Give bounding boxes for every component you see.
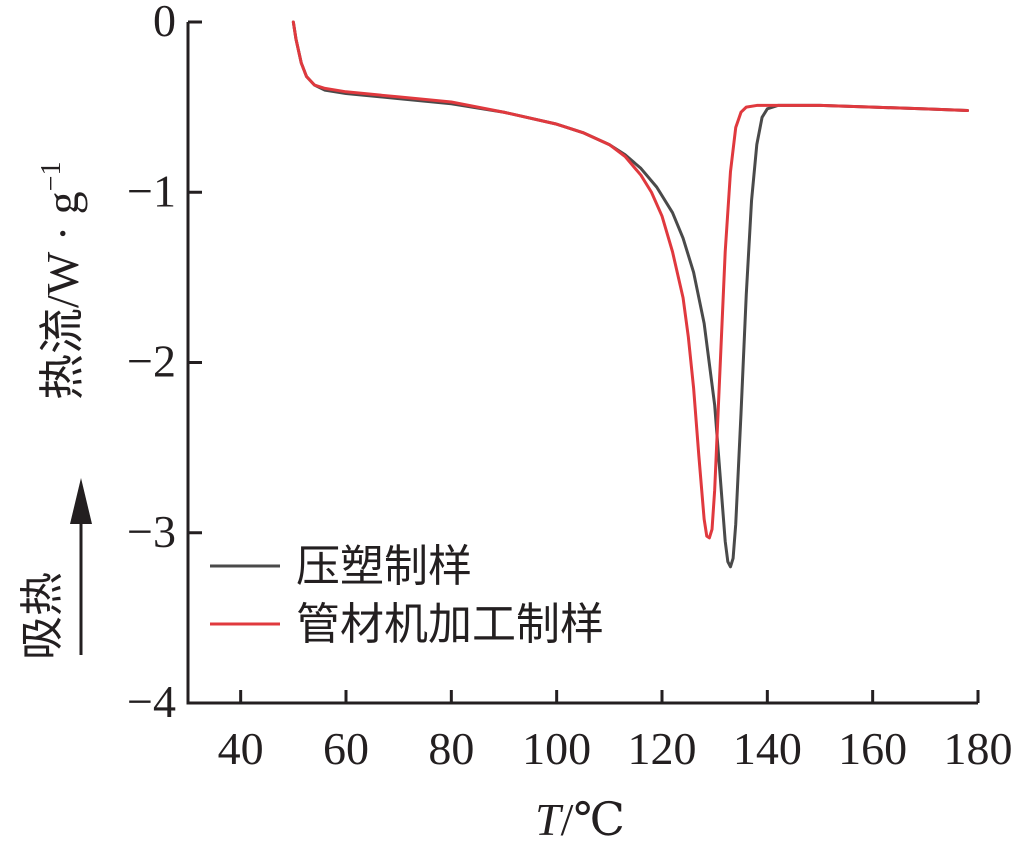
x-tick-label: 80: [428, 723, 474, 774]
x-axis-label-unit: /℃: [561, 794, 625, 841]
legend-label-series-2: 管材机加工制样: [296, 600, 604, 649]
x-tick-label: 120: [628, 723, 697, 774]
series-line-1: [291, 20, 969, 569]
endotherm-label: 吸热: [18, 572, 67, 660]
series-line-2: [291, 20, 969, 540]
x-axis-label: T/℃: [535, 794, 625, 841]
x-tick-label: 100: [522, 723, 591, 774]
x-tick-label: 60: [323, 723, 369, 774]
legend-label-series-1: 压塑制样: [296, 542, 472, 591]
y-tick-label: −4: [127, 676, 176, 727]
endotherm-indicator: 吸热: [18, 478, 92, 660]
series-layer: [291, 20, 969, 569]
y-axis-label-superscript: −1: [36, 162, 67, 192]
x-tick-label: 160: [838, 723, 907, 774]
x-tick-label: 180: [944, 723, 1013, 774]
x-ticks: 40 60 80 100 120 140 160 180: [218, 690, 1013, 774]
y-tick-label: −2: [127, 336, 176, 387]
y-axis-label: 热流/W · g−1: [36, 162, 88, 400]
x-tick-label: 40: [218, 723, 264, 774]
y-ticks: 0 −1 −2 −3 −4: [127, 0, 202, 727]
endotherm-arrow-head-icon: [70, 478, 92, 524]
y-axis-label-main: 热流/W · g: [37, 191, 88, 400]
y-tick-label: 0: [153, 0, 176, 46]
x-tick-label: 140: [733, 723, 802, 774]
legend: 压塑制样 管材机加工制样: [210, 542, 604, 649]
x-axis-label-variable: T: [535, 794, 564, 841]
y-tick-label: −3: [127, 506, 176, 557]
y-tick-label: −1: [127, 165, 176, 216]
